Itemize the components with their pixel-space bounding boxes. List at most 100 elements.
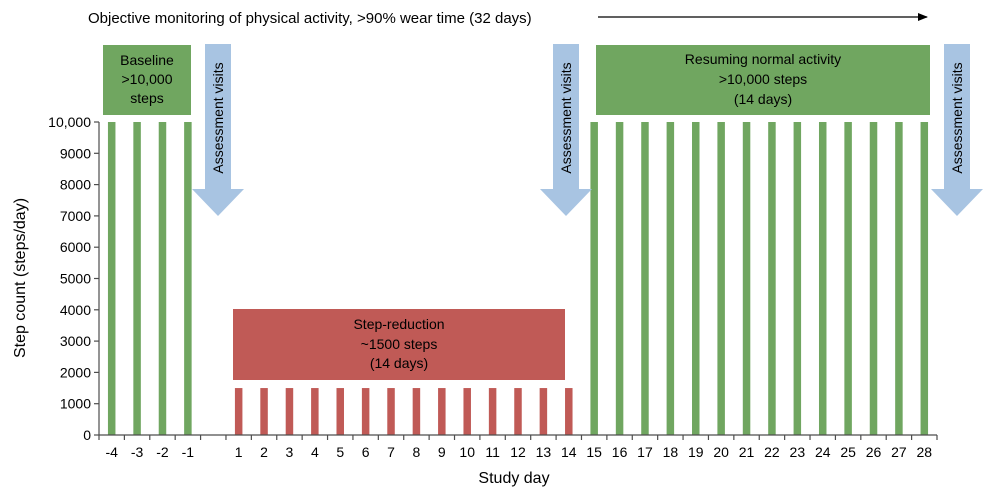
assessment-arrow-1: Assessment visits: [192, 44, 244, 216]
y-tick-label: 6000: [60, 239, 91, 255]
y-axis: 0 1000 2000 3000 4000 5000 6000 7000 8000 9000 10,…: [48, 114, 100, 443]
x-tick-label: 25: [840, 444, 856, 460]
x-tick-label: 23: [790, 444, 806, 460]
bar-day-10: [463, 388, 471, 435]
bar-day--3: [133, 122, 141, 435]
assessment-label-1: Assessment visits: [210, 62, 226, 173]
y-tick-label: 0: [83, 427, 91, 443]
baseline-label-line3: steps: [130, 90, 163, 106]
bar-day-18: [666, 122, 675, 435]
header-text: Objective monitoring of physical activit…: [88, 10, 532, 27]
bar-day-7: [387, 388, 395, 435]
resuming-label-line3: (14 days): [734, 91, 792, 107]
bar-day--4: [107, 122, 116, 435]
x-tick-label: 9: [438, 444, 446, 460]
x-tick-label: 5: [336, 444, 344, 460]
bar-day-24: [818, 122, 827, 435]
x-tick-label: 10: [459, 444, 475, 460]
bar-day-23: [793, 122, 802, 435]
x-tick-label: 3: [286, 444, 294, 460]
bar-day-8: [412, 388, 421, 435]
bar-day-5: [336, 388, 344, 435]
bar-day-15: [590, 122, 598, 435]
bar-day--2: [158, 122, 167, 435]
bar-day-4: [311, 388, 319, 435]
x-axis-title: Study day: [478, 470, 549, 487]
baseline-box: Baseline >10,000 steps: [103, 45, 191, 115]
bar-day-28: [920, 122, 929, 435]
bars: [107, 122, 929, 435]
bar-day-17: [641, 122, 649, 435]
reduction-label-line3: (14 days): [370, 355, 428, 371]
bar-day-19: [692, 122, 700, 435]
assessment-label-2: Assessment visits: [558, 62, 574, 173]
y-tick-label: 10,000: [48, 114, 91, 130]
x-tick-label: 1: [235, 444, 243, 460]
reduction-box: Step-reduction ~1500 steps (14 days): [233, 309, 565, 380]
x-tick-label: 19: [688, 444, 704, 460]
y-tick-label: 7000: [60, 208, 91, 224]
x-tick-label: 17: [637, 444, 653, 460]
bar-day-14: [565, 388, 573, 435]
x-tick-label: 6: [362, 444, 370, 460]
x-tick-label: 4: [311, 444, 319, 460]
x-tick-label: 24: [815, 444, 831, 460]
bar-day-21: [742, 122, 751, 435]
bar-day-20: [717, 122, 725, 435]
x-tick-label: 7: [387, 444, 395, 460]
bar-day-13: [539, 388, 548, 435]
x-tick-label: 26: [866, 444, 882, 460]
y-tick-label: 1000: [60, 396, 91, 412]
resuming-label-line2: >10,000 steps: [719, 71, 807, 87]
bar-day-1: [234, 388, 243, 435]
y-tick-label: 2000: [60, 364, 91, 380]
baseline-label-line2: >10,000: [122, 71, 173, 87]
x-tick-label: 20: [713, 444, 729, 460]
bar-day-12: [514, 388, 522, 435]
bar-day-9: [438, 388, 446, 435]
bar-day-11: [488, 388, 497, 435]
x-tick-label: 2: [260, 444, 268, 460]
reduction-label-line2: ~1500 steps: [361, 336, 438, 352]
x-tick-label: 8: [413, 444, 421, 460]
bar-day--1: [184, 122, 192, 435]
x-tick-label: 13: [536, 444, 552, 460]
x-tick-label: -4: [105, 444, 118, 460]
y-tick-label: 4000: [60, 302, 91, 318]
x-tick-label: 21: [739, 444, 755, 460]
x-tick-label: 28: [917, 444, 933, 460]
assessment-arrow-2: Assessment visits: [540, 44, 592, 216]
x-tick-label: 15: [586, 444, 602, 460]
x-tick-label: 27: [891, 444, 907, 460]
bar-day-25: [844, 122, 852, 435]
y-tick-label: 5000: [60, 271, 91, 287]
resuming-label-line1: Resuming normal activity: [685, 51, 841, 67]
x-tick-label: 16: [612, 444, 628, 460]
x-tick-label: 11: [485, 444, 500, 460]
reduction-label-line1: Step-reduction: [353, 316, 444, 332]
x-tick-label: 18: [663, 444, 679, 460]
bar-day-27: [895, 122, 903, 435]
baseline-label-line1: Baseline: [120, 52, 174, 68]
x-tick-label: -2: [156, 444, 169, 460]
bar-day-2: [260, 388, 268, 435]
x-axis: -4 -3 -2 -1 1 2 3 4 5 6 7 8 9 10 11 12 13 14 15 16 17 18 19 20 2…: [98, 434, 938, 460]
assessment-label-3: Assessment visits: [949, 62, 965, 173]
bar-day-16: [615, 122, 624, 435]
bar-day-26: [869, 122, 878, 435]
x-tick-label: 12: [510, 444, 526, 460]
x-tick-label: -3: [131, 444, 144, 460]
bar-day-3: [285, 388, 294, 435]
x-tick-label: -1: [182, 444, 195, 460]
bar-day-22: [768, 122, 776, 435]
y-tick-label: 9000: [60, 145, 91, 161]
y-axis-title: Step count (steps/day): [12, 198, 29, 358]
bar-day-6: [361, 388, 370, 435]
resuming-box: Resuming normal activity >10,000 steps (…: [596, 45, 930, 115]
assessment-arrow-3: Assessment visits: [931, 44, 983, 216]
x-tick-label: 14: [561, 444, 577, 460]
x-tick-label: 22: [764, 444, 780, 460]
y-tick-label: 8000: [60, 177, 91, 193]
y-tick-label: 3000: [60, 333, 91, 349]
